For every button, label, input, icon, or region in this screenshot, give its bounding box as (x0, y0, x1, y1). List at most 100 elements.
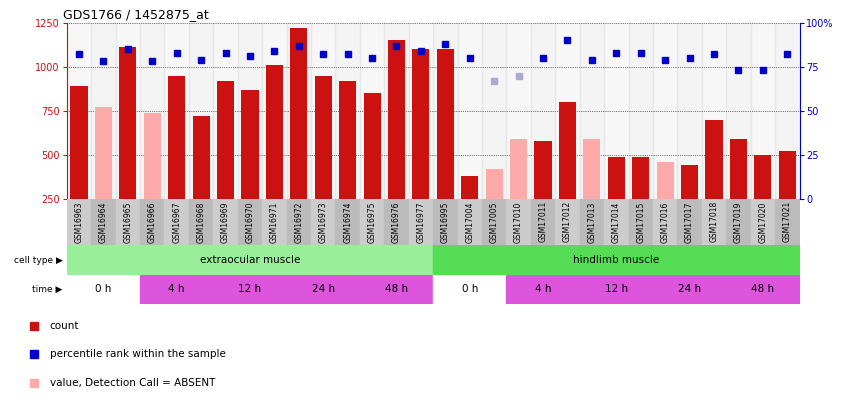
Bar (559, 102, 576, 199)
Text: 24 h: 24 h (312, 284, 335, 294)
Bar (653, 275, 726, 304)
Bar (266, 65, 283, 199)
Text: GSM16974: GSM16974 (343, 201, 352, 243)
Bar (384, 199, 408, 245)
Bar (653, 199, 677, 245)
Text: GSM17016: GSM17016 (661, 201, 669, 243)
Text: GSM17015: GSM17015 (636, 201, 645, 243)
Text: GSM16967: GSM16967 (172, 201, 181, 243)
Bar (144, 113, 161, 199)
Bar (730, 139, 747, 199)
Bar (633, 157, 650, 199)
Bar (653, 23, 677, 199)
Bar (507, 23, 531, 199)
Bar (290, 28, 307, 199)
Text: GSM16969: GSM16969 (221, 201, 230, 243)
Bar (189, 199, 213, 245)
Text: hindlimb muscle: hindlimb muscle (574, 255, 659, 265)
Text: GDS1766 / 1452875_at: GDS1766 / 1452875_at (63, 9, 209, 21)
Text: 4 h: 4 h (169, 284, 185, 294)
Bar (213, 199, 238, 245)
Bar (531, 23, 556, 199)
Text: extraocular muscle: extraocular muscle (199, 255, 300, 265)
Bar (408, 23, 433, 199)
Bar (433, 23, 458, 199)
Bar (164, 23, 189, 199)
Text: GSM16965: GSM16965 (123, 201, 133, 243)
Bar (628, 199, 653, 245)
Bar (482, 23, 507, 199)
Text: 48 h: 48 h (752, 284, 775, 294)
Bar (262, 199, 287, 245)
Text: GSM17004: GSM17004 (466, 201, 474, 243)
Bar (360, 23, 384, 199)
Bar (583, 139, 600, 199)
Bar (92, 199, 116, 245)
Text: GSM17017: GSM17017 (685, 201, 694, 243)
Bar (140, 275, 213, 304)
Text: GSM16966: GSM16966 (148, 201, 157, 243)
Text: value, Detection Call = ABSENT: value, Detection Call = ABSENT (50, 378, 215, 388)
Text: GSM17005: GSM17005 (490, 201, 499, 243)
Bar (364, 93, 381, 199)
Bar (339, 81, 356, 199)
Bar (287, 23, 311, 199)
Bar (437, 49, 454, 199)
Bar (677, 199, 702, 245)
Bar (556, 199, 580, 245)
Text: GSM17021: GSM17021 (782, 201, 792, 243)
Bar (287, 199, 311, 245)
Text: 24 h: 24 h (678, 284, 701, 294)
Bar (779, 151, 796, 199)
Bar (413, 49, 430, 199)
Bar (119, 47, 136, 199)
Bar (677, 23, 702, 199)
Text: time ▶: time ▶ (33, 285, 62, 294)
Bar (360, 275, 433, 304)
Text: GSM17020: GSM17020 (758, 201, 767, 243)
Bar (604, 199, 628, 245)
Text: GSM16970: GSM16970 (246, 201, 254, 243)
Bar (164, 199, 189, 245)
Bar (775, 199, 800, 245)
Bar (534, 141, 551, 199)
Bar (580, 275, 653, 304)
Bar (461, 176, 479, 199)
Text: count: count (50, 321, 79, 331)
Bar (580, 199, 604, 245)
Bar (608, 157, 625, 199)
Bar (315, 75, 332, 199)
Bar (384, 23, 408, 199)
Text: 4 h: 4 h (535, 284, 551, 294)
Text: GSM16968: GSM16968 (197, 201, 205, 243)
Bar (287, 275, 360, 304)
Bar (681, 165, 698, 199)
Bar (531, 199, 556, 245)
Text: percentile rank within the sample: percentile rank within the sample (50, 350, 225, 359)
Bar (388, 40, 405, 199)
Text: GSM16975: GSM16975 (367, 201, 377, 243)
Bar (311, 199, 336, 245)
Text: GSM17018: GSM17018 (710, 201, 718, 243)
Bar (95, 107, 112, 199)
Bar (360, 199, 384, 245)
Text: 48 h: 48 h (385, 284, 408, 294)
Bar (705, 119, 722, 199)
Bar (458, 23, 482, 199)
Text: cell type ▶: cell type ▶ (14, 256, 62, 264)
Bar (482, 199, 507, 245)
Bar (433, 199, 458, 245)
Text: GSM17010: GSM17010 (514, 201, 523, 243)
Text: 12 h: 12 h (604, 284, 628, 294)
Bar (67, 199, 92, 245)
Text: GSM17012: GSM17012 (563, 201, 572, 243)
Bar (458, 199, 482, 245)
Text: GSM16995: GSM16995 (441, 201, 450, 243)
Text: GSM16963: GSM16963 (74, 201, 84, 243)
Bar (238, 199, 262, 245)
Text: 0 h: 0 h (461, 284, 478, 294)
Bar (213, 275, 287, 304)
Bar (580, 23, 604, 199)
Bar (507, 275, 580, 304)
Bar (67, 245, 433, 275)
